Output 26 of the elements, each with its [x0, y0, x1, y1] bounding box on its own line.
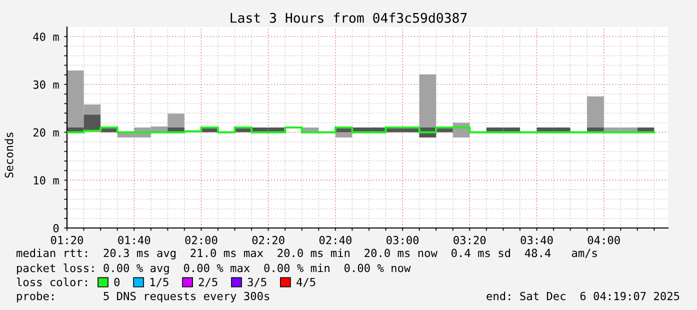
x-tick-label: 01:40	[118, 236, 150, 244]
legend-label: 0	[114, 278, 120, 286]
text: loss color:	[16, 278, 87, 286]
text: packet loss: 0.00 % avg 0.00 % max 0.00 % min 0.00 % now	[17, 264, 411, 274]
x-tick-label: 03:20	[454, 236, 486, 244]
chart-title: Last 3 Hours from 04f3c59d0387	[230, 12, 467, 23]
x-tick-label: 02:00	[185, 236, 218, 244]
x-tick-label: 03:00	[386, 236, 419, 244]
x-tick-label: 03:40	[520, 236, 553, 244]
x-tick-label: 02:20	[252, 236, 284, 244]
x-tick-label: 02:40	[319, 236, 352, 244]
x-tick-label: 01:20	[51, 236, 84, 244]
legend-label: 4/5	[296, 278, 316, 288]
y-tick-label: 30 m	[33, 80, 59, 89]
text: end: Sat Dec 6 04:19:07 2025	[486, 292, 680, 300]
legend-label: 1/5	[150, 278, 168, 288]
y-tick-label: 20 m	[33, 128, 59, 137]
y-tick-label: 0	[53, 224, 59, 232]
y-axis-title: Seconds	[4, 132, 14, 178]
x-tick-label: 04:00	[588, 236, 620, 244]
y-tick-label: 10 m	[34, 176, 59, 185]
y-tick-label: 40 m	[33, 32, 59, 41]
text: probe: 5 DNS requests every 300s	[17, 292, 270, 302]
legend-label: 3/5	[248, 278, 266, 288]
legend-label: 2/5	[198, 278, 218, 288]
text: median rtt: 20.3 ms avg 21.0 ms max 20.0 ms min 20.0 ms now 0.4 ms sd 48.4 am/s	[16, 248, 597, 260]
